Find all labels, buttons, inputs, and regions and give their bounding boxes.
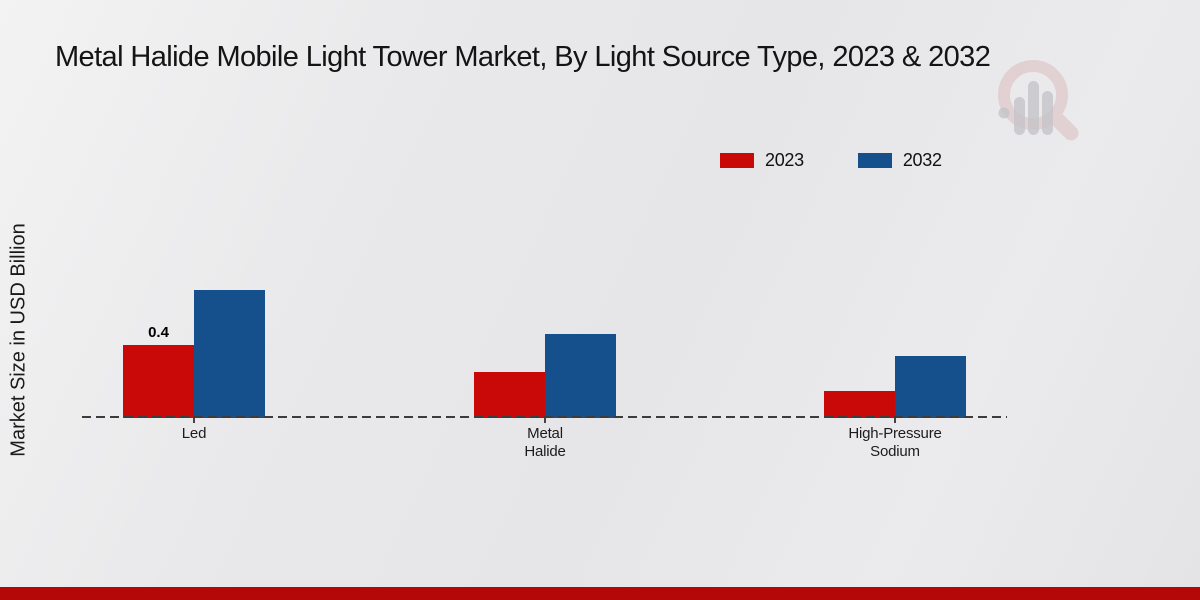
bar-high-pressure-sodium-2032 bbox=[895, 356, 966, 418]
x-axis-tick bbox=[544, 418, 546, 423]
legend-label-2032: 2032 bbox=[902, 150, 942, 170]
legend-swatch-2032 bbox=[857, 153, 892, 168]
legend-swatch-2023 bbox=[720, 153, 754, 168]
category-label-metal-halide: Metal Halide bbox=[524, 425, 566, 460]
legend-item-2023: 2023 bbox=[720, 150, 804, 171]
legend: 2023 2032 bbox=[720, 150, 942, 171]
x-axis-tick bbox=[894, 418, 896, 423]
chart-title: Metal Halide Mobile Light Tower Market, … bbox=[55, 41, 991, 73]
bar-metal-halide-2032 bbox=[545, 334, 616, 418]
magnifier-bar-chart-logo-icon bbox=[998, 60, 1079, 141]
footer-red-strip bbox=[0, 587, 1200, 600]
bar-metal-halide-2023 bbox=[474, 372, 545, 418]
bar-high-pressure-sodium-2023 bbox=[824, 391, 895, 418]
x-axis-tick bbox=[193, 418, 195, 423]
category-label-high-pressure-sodium: High-Pressure Sodium bbox=[848, 425, 942, 460]
legend-item-2032: 2032 bbox=[857, 150, 942, 171]
category-label-led: Led bbox=[181, 425, 207, 442]
bar-value-label: 0.4 bbox=[148, 324, 169, 341]
x-axis-baseline bbox=[82, 416, 1007, 418]
bar-led-2032 bbox=[194, 290, 265, 418]
legend-label-2023: 2023 bbox=[765, 150, 804, 170]
bar-led-2023 bbox=[123, 345, 194, 418]
